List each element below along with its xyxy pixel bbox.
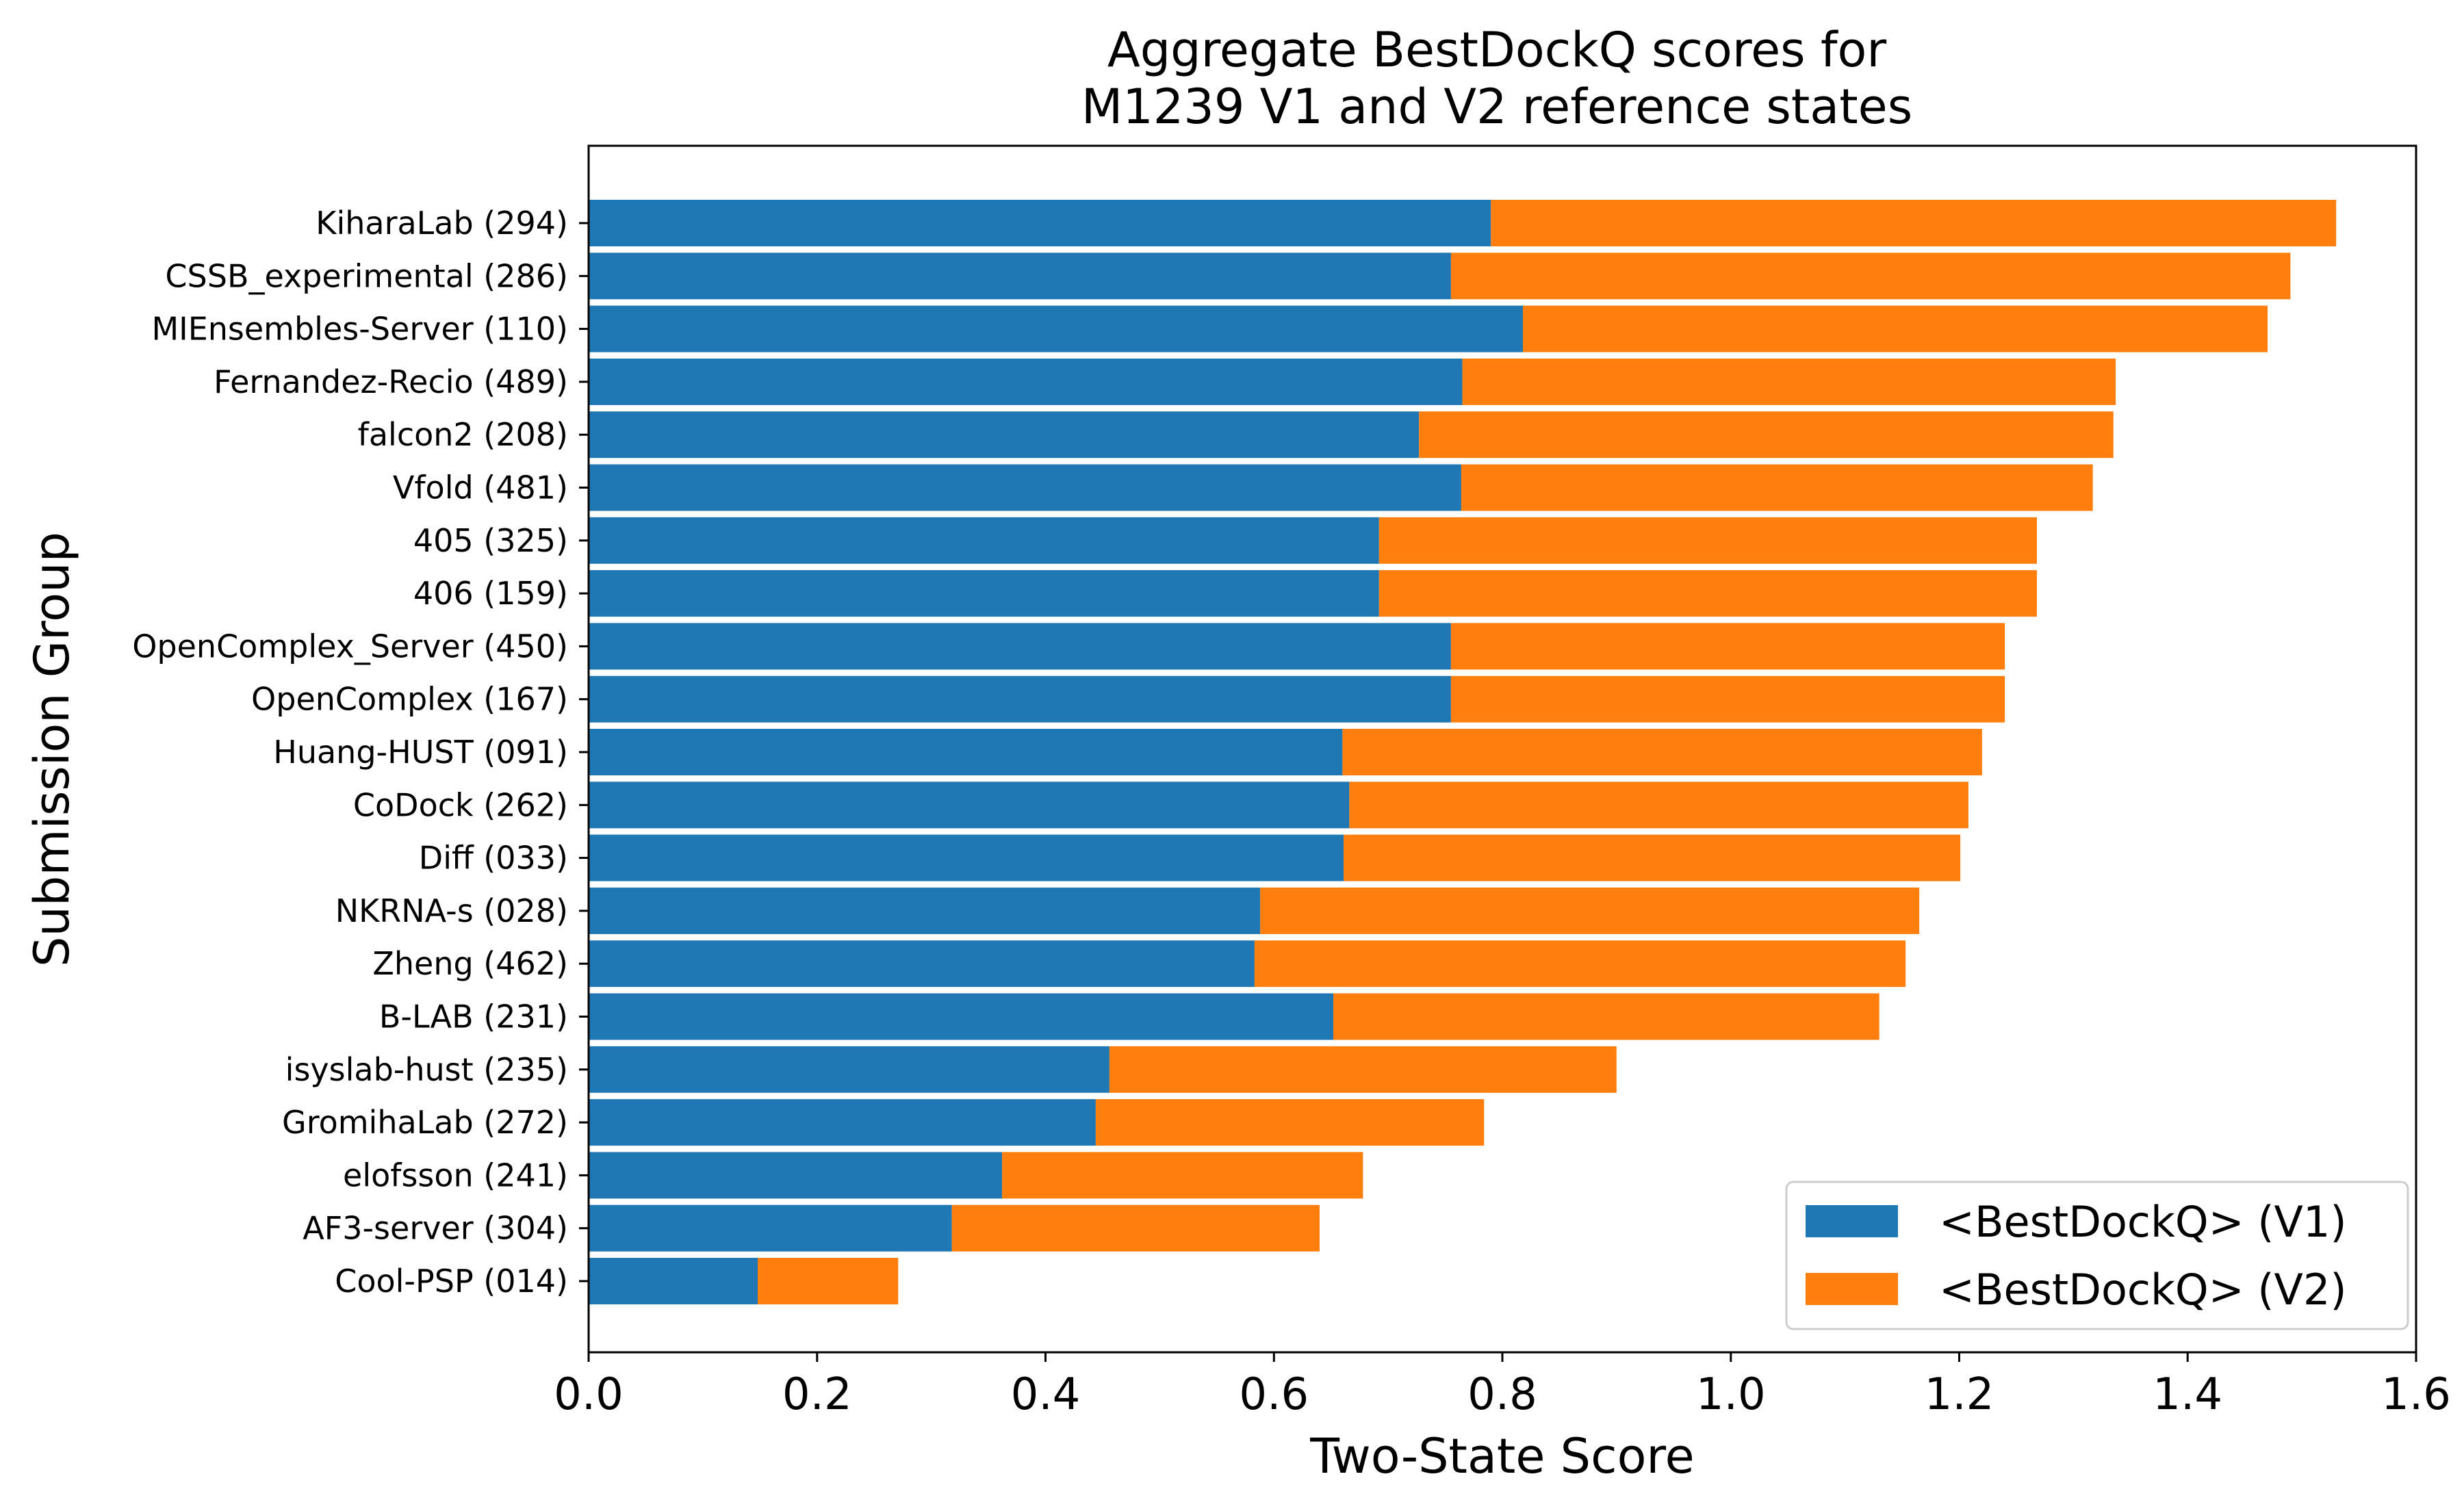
y-tick-label-5: Vfold (481) — [393, 469, 568, 506]
y-tick-label-9: OpenComplex (167) — [251, 681, 568, 718]
bar-v1-20 — [589, 1258, 758, 1304]
bar-v1-9 — [589, 675, 1451, 723]
bar-v2-4 — [1419, 411, 2114, 459]
bar-v1-8 — [589, 623, 1451, 670]
y-tick-label-15: B-LAB (231) — [379, 998, 568, 1035]
y-axis-label: Submission Group — [24, 532, 80, 967]
y-tick-label-18: elofsson (241) — [343, 1157, 568, 1194]
bar-v2-10 — [1342, 729, 1982, 775]
bar-v2-16 — [1109, 1046, 1617, 1093]
x-tick-label-2: 0.4 — [1011, 1369, 1081, 1420]
bar-v1-2 — [589, 305, 1523, 352]
y-tick-label-20: Cool-PSP (014) — [335, 1263, 568, 1300]
x-axis-label: Two-State Score — [1309, 1428, 1694, 1484]
legend-label-v1: <BestDockQ> (V1) — [1939, 1197, 2347, 1247]
bar-v1-5 — [589, 464, 1461, 511]
bar-v2-5 — [1461, 464, 2093, 511]
x-tick-label-5: 1.0 — [1696, 1369, 1766, 1420]
bar-v2-7 — [1378, 570, 2037, 617]
bar-v2-15 — [1333, 993, 1879, 1040]
y-tick-label-14: Zheng (462) — [372, 945, 568, 982]
y-tick-label-2: MIEnsembles-Server (110) — [151, 311, 568, 348]
bar-v1-19 — [589, 1204, 952, 1252]
plot-area-frame — [587, 144, 2417, 1354]
y-tick-label-12: Diff (033) — [419, 840, 568, 877]
bar-v2-12 — [1344, 834, 1961, 881]
bar-v1-10 — [589, 729, 1343, 775]
y-tick-label-7: 406 (159) — [413, 575, 568, 612]
bar-v1-6 — [589, 517, 1379, 564]
bar-v1-13 — [589, 887, 1261, 934]
legend: <BestDockQ> (V1) <BestDockQ> (V2) — [1785, 1181, 2409, 1330]
bar-v1-4 — [589, 411, 1420, 459]
y-tick-label-6: 405 (325) — [413, 522, 568, 559]
bar-v1-11 — [589, 782, 1350, 829]
y-axis-ticks: KiharaLab (294) CSSB_experimental (286) MI… — [132, 205, 589, 1300]
x-tick-label-1: 0.2 — [782, 1369, 852, 1420]
chart-title-line-2: M1239 V1 and V2 reference states — [1081, 79, 1912, 135]
bar-v1-15 — [589, 993, 1333, 1040]
y-tick-label-1: CSSB_experimental (286) — [165, 257, 568, 294]
x-axis-ticks: 0.0 0.2 0.4 0.6 0.8 1.0 1.2 1.4 1.6 — [554, 1352, 2451, 1420]
bar-v1-16 — [589, 1046, 1109, 1093]
bar-v2-3 — [1462, 358, 2116, 405]
x-tick-label-7: 1.4 — [2153, 1369, 2222, 1420]
bar-v2-13 — [1260, 887, 1920, 934]
bar-v2-6 — [1378, 517, 2037, 564]
y-tick-label-3: Fernandez-Recio (489) — [214, 363, 568, 400]
legend-swatch-v2 — [1806, 1273, 1898, 1305]
legend-swatch-v1 — [1806, 1205, 1898, 1237]
bar-v2-8 — [1450, 623, 2005, 670]
y-tick-label-19: AF3-server (304) — [303, 1210, 568, 1247]
legend-label-v2: <BestDockQ> (V2) — [1939, 1265, 2347, 1315]
bar-v2-2 — [1523, 305, 2268, 352]
x-tick-label-8: 1.6 — [2381, 1369, 2451, 1420]
bar-v2-0 — [1491, 200, 2337, 246]
y-tick-label-4: falcon2 (208) — [358, 416, 568, 453]
bar-v2-14 — [1254, 940, 1906, 988]
bar-v2-9 — [1450, 675, 2005, 723]
bar-v1-18 — [589, 1152, 1003, 1199]
chart-title-line-1: Aggregate BestDockQ scores for — [1107, 22, 1887, 78]
bars-group — [589, 200, 2337, 1304]
bar-v1-1 — [589, 253, 1451, 300]
bar-v2-17 — [1095, 1099, 1485, 1146]
bar-v1-3 — [589, 358, 1463, 405]
bar-v2-11 — [1349, 782, 1968, 829]
bar-v1-17 — [589, 1099, 1096, 1146]
y-tick-label-16: isyslab-hust (235) — [285, 1051, 568, 1088]
y-tick-label-17: GromihaLab (272) — [282, 1104, 568, 1141]
bar-v1-14 — [589, 940, 1255, 988]
bar-v1-7 — [589, 570, 1379, 617]
x-tick-label-6: 1.2 — [1925, 1369, 1994, 1420]
y-tick-label-0: KiharaLab (294) — [316, 205, 568, 242]
y-tick-label-13: NKRNA-s (028) — [335, 892, 568, 929]
y-tick-label-10: Huang-HUST (091) — [273, 734, 568, 771]
bar-v2-19 — [951, 1204, 1320, 1252]
bar-v2-20 — [758, 1258, 899, 1304]
bar-v1-0 — [589, 200, 1491, 246]
y-tick-label-8: OpenComplex_Server (450) — [132, 628, 568, 665]
y-tick-label-11: CoDock (262) — [353, 786, 568, 823]
x-tick-label-3: 0.6 — [1239, 1369, 1309, 1420]
bar-v2-1 — [1450, 253, 2291, 300]
x-tick-label-4: 0.8 — [1467, 1369, 1537, 1420]
bar-v1-12 — [589, 834, 1344, 881]
bar-v2-18 — [1002, 1152, 1363, 1199]
x-tick-label-0: 0.0 — [554, 1369, 624, 1420]
legend-frame — [1785, 1181, 2409, 1330]
